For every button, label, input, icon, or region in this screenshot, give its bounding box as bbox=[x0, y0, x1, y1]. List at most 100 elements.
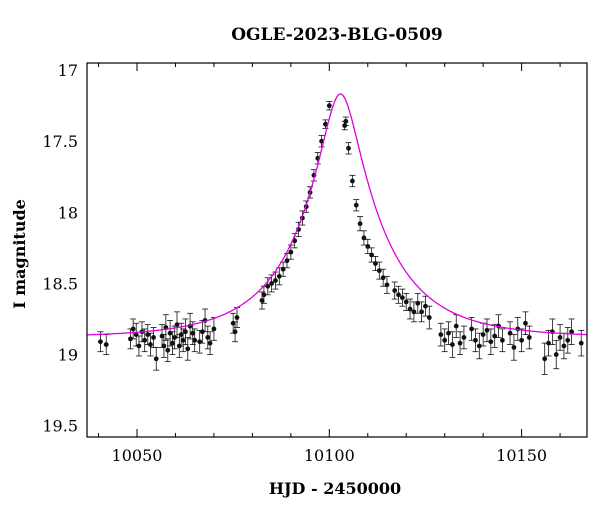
data-marker bbox=[419, 309, 425, 315]
data-point bbox=[182, 318, 189, 345]
data-marker bbox=[561, 343, 567, 349]
y-tick-label: 19.5 bbox=[42, 417, 78, 436]
y-tick-label: 17 bbox=[58, 61, 78, 80]
data-marker bbox=[234, 315, 240, 320]
data-marker bbox=[449, 342, 455, 347]
data-point bbox=[210, 317, 217, 341]
data-marker bbox=[553, 352, 559, 357]
data-marker bbox=[326, 103, 332, 109]
data-marker bbox=[151, 335, 156, 340]
data-point bbox=[541, 342, 548, 375]
data-marker bbox=[399, 295, 405, 301]
data-point bbox=[468, 317, 475, 341]
data-point bbox=[526, 325, 533, 350]
data-marker bbox=[488, 339, 494, 345]
data-point bbox=[349, 174, 356, 188]
data-point bbox=[472, 328, 479, 353]
data-point bbox=[259, 291, 265, 310]
data-point bbox=[97, 331, 104, 353]
data-marker bbox=[153, 356, 159, 362]
data-point bbox=[564, 327, 571, 354]
data-marker bbox=[349, 178, 355, 184]
data-point bbox=[460, 325, 467, 350]
data-marker bbox=[190, 330, 196, 336]
x-tick-label: 10150 bbox=[496, 446, 547, 465]
data-marker bbox=[180, 337, 186, 343]
data-point bbox=[364, 238, 371, 254]
data-point bbox=[518, 328, 525, 353]
data-marker bbox=[261, 292, 267, 298]
data-marker bbox=[178, 332, 184, 338]
data-marker bbox=[98, 339, 103, 345]
data-point bbox=[407, 298, 414, 320]
data-point bbox=[557, 324, 564, 351]
data-marker bbox=[185, 346, 191, 352]
data-point bbox=[437, 322, 444, 347]
data-point bbox=[345, 142, 352, 155]
data-marker bbox=[205, 335, 211, 340]
data-point bbox=[353, 199, 360, 212]
data-point bbox=[568, 318, 575, 345]
data-point bbox=[399, 288, 406, 307]
data-marker bbox=[265, 283, 271, 289]
data-marker bbox=[353, 202, 359, 208]
data-marker bbox=[142, 337, 148, 343]
data-marker bbox=[519, 337, 525, 343]
data-point bbox=[384, 275, 390, 294]
data-marker bbox=[542, 356, 548, 362]
data-point bbox=[391, 281, 398, 300]
y-tick-label: 17.5 bbox=[42, 132, 78, 151]
data-marker bbox=[165, 347, 171, 353]
data-marker bbox=[578, 340, 584, 346]
data-point bbox=[342, 116, 349, 126]
data-marker bbox=[207, 340, 213, 346]
data-marker bbox=[346, 145, 351, 151]
data-point bbox=[322, 119, 329, 129]
data-marker bbox=[161, 343, 167, 349]
plot-frame bbox=[86, 62, 588, 438]
data-point bbox=[545, 329, 552, 357]
data-point bbox=[153, 347, 160, 371]
data-point bbox=[510, 334, 517, 361]
data-point bbox=[326, 100, 333, 111]
data-marker bbox=[136, 343, 142, 349]
y-axis-label: I magnitude bbox=[10, 199, 29, 309]
data-point bbox=[578, 329, 585, 357]
data-point bbox=[141, 328, 148, 353]
data-marker bbox=[357, 221, 363, 227]
data-point bbox=[280, 261, 287, 277]
data-marker bbox=[174, 322, 180, 328]
data-marker bbox=[511, 345, 517, 350]
data-marker bbox=[169, 340, 175, 346]
data-marker bbox=[557, 335, 563, 340]
y-tick-label: 18 bbox=[58, 203, 78, 222]
data-marker bbox=[343, 118, 349, 124]
data-marker bbox=[442, 337, 448, 343]
data-marker bbox=[469, 326, 475, 332]
data-marker bbox=[323, 121, 328, 127]
data-point bbox=[169, 331, 176, 355]
data-point bbox=[133, 322, 140, 347]
data-point bbox=[487, 328, 494, 355]
data-point bbox=[372, 255, 379, 272]
data-marker bbox=[269, 281, 275, 286]
data-marker bbox=[476, 343, 482, 349]
data-layer bbox=[97, 100, 585, 375]
data-marker bbox=[457, 340, 463, 346]
ticks-layer bbox=[98, 63, 561, 437]
data-point bbox=[499, 328, 506, 353]
model-curve bbox=[86, 93, 587, 336]
data-point bbox=[441, 328, 448, 353]
x-tick-label: 10100 bbox=[304, 446, 355, 465]
y-tick-label: 19 bbox=[58, 346, 78, 365]
data-point bbox=[484, 318, 490, 343]
data-marker bbox=[523, 320, 528, 326]
data-marker bbox=[192, 337, 198, 343]
data-point bbox=[426, 305, 433, 330]
data-point bbox=[360, 230, 367, 246]
data-marker bbox=[499, 337, 505, 343]
data-point bbox=[480, 322, 487, 347]
data-point bbox=[130, 318, 137, 340]
data-marker bbox=[453, 323, 459, 329]
